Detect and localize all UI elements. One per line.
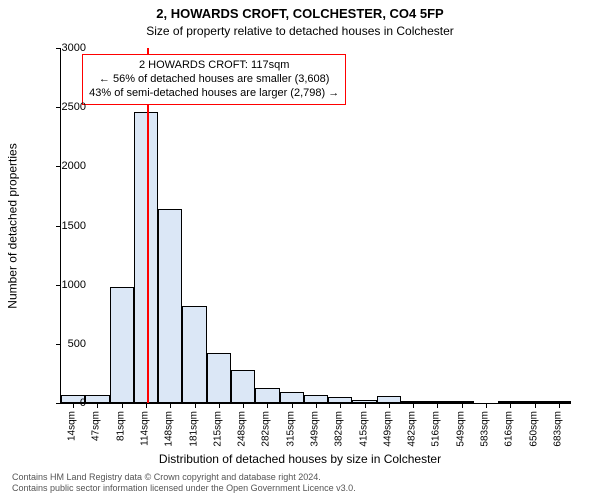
x-tick-label: 683sqm xyxy=(552,411,563,447)
histogram-bar xyxy=(134,112,158,403)
footer-line-1: Contains HM Land Registry data © Crown c… xyxy=(12,472,356,483)
histogram-bar xyxy=(110,287,134,403)
footer-attribution: Contains HM Land Registry data © Crown c… xyxy=(12,472,356,494)
x-tick-label: 482sqm xyxy=(407,411,418,447)
x-tick-mark xyxy=(122,403,123,408)
x-tick-mark xyxy=(413,403,414,408)
x-tick-label: 549sqm xyxy=(455,411,466,447)
histogram-bar xyxy=(231,370,255,403)
x-tick-mark xyxy=(195,403,196,408)
x-tick-mark xyxy=(462,403,463,408)
x-axis-label: Distribution of detached houses by size … xyxy=(0,452,600,466)
histogram-bar xyxy=(182,306,206,403)
x-tick-mark xyxy=(97,403,98,408)
y-tick-label: 2000 xyxy=(46,160,86,172)
x-tick-label: 282sqm xyxy=(261,411,272,447)
x-tick-label: 382sqm xyxy=(334,411,345,447)
x-tick-label: 415sqm xyxy=(358,411,369,447)
x-tick-mark xyxy=(389,403,390,408)
y-tick-label: 3000 xyxy=(46,42,86,54)
x-tick-mark xyxy=(437,403,438,408)
x-tick-label: 215sqm xyxy=(212,411,223,447)
x-tick-label: 181sqm xyxy=(188,411,199,447)
x-tick-mark xyxy=(267,403,268,408)
x-tick-mark xyxy=(243,403,244,408)
info-box-line: ← 56% of detached houses are smaller (3,… xyxy=(89,73,339,87)
y-tick-label: 500 xyxy=(46,338,86,350)
x-tick-mark xyxy=(510,403,511,408)
histogram-bar xyxy=(280,392,304,403)
x-tick-label: 315sqm xyxy=(285,411,296,447)
y-tick-label: 1500 xyxy=(46,220,86,232)
footer-line-2: Contains public sector information licen… xyxy=(12,483,356,494)
histogram-bar xyxy=(158,209,182,403)
x-tick-label: 148sqm xyxy=(164,411,175,447)
x-tick-mark xyxy=(170,403,171,408)
x-tick-label: 248sqm xyxy=(237,411,248,447)
plot-area: 2 HOWARDS CROFT: 117sqm← 56% of detached… xyxy=(60,48,571,404)
x-tick-mark xyxy=(535,403,536,408)
y-tick-label: 1000 xyxy=(46,279,86,291)
y-tick-label: 0 xyxy=(46,397,86,409)
histogram-bar xyxy=(85,395,109,403)
x-tick-mark xyxy=(340,403,341,408)
x-tick-mark xyxy=(486,403,487,408)
x-tick-label: 616sqm xyxy=(504,411,515,447)
x-tick-label: 516sqm xyxy=(431,411,442,447)
x-tick-mark xyxy=(316,403,317,408)
histogram-bar xyxy=(377,396,401,403)
property-info-box: 2 HOWARDS CROFT: 117sqm← 56% of detached… xyxy=(82,54,346,105)
x-tick-label: 650sqm xyxy=(528,411,539,447)
x-tick-label: 449sqm xyxy=(382,411,393,447)
info-box-line: 43% of semi-detached houses are larger (… xyxy=(89,87,339,101)
x-tick-label: 583sqm xyxy=(480,411,491,447)
y-tick-label: 2500 xyxy=(46,101,86,113)
x-tick-mark xyxy=(365,403,366,408)
x-tick-mark xyxy=(292,403,293,408)
x-tick-label: 14sqm xyxy=(67,411,78,441)
x-tick-label: 47sqm xyxy=(91,411,102,441)
x-tick-mark xyxy=(219,403,220,408)
info-box-line: 2 HOWARDS CROFT: 117sqm xyxy=(89,59,339,73)
histogram-bar xyxy=(304,395,328,403)
chart-title-subtitle: Size of property relative to detached ho… xyxy=(0,24,600,38)
x-tick-label: 349sqm xyxy=(310,411,321,447)
chart-title-address: 2, HOWARDS CROFT, COLCHESTER, CO4 5FP xyxy=(0,6,600,21)
x-tick-label: 81sqm xyxy=(115,411,126,441)
x-tick-label: 114sqm xyxy=(140,411,151,446)
y-axis-label: Number of detached properties xyxy=(6,48,20,403)
x-tick-mark xyxy=(559,403,560,408)
x-tick-mark xyxy=(146,403,147,408)
histogram-bar xyxy=(207,353,231,403)
histogram-bar xyxy=(255,388,279,403)
